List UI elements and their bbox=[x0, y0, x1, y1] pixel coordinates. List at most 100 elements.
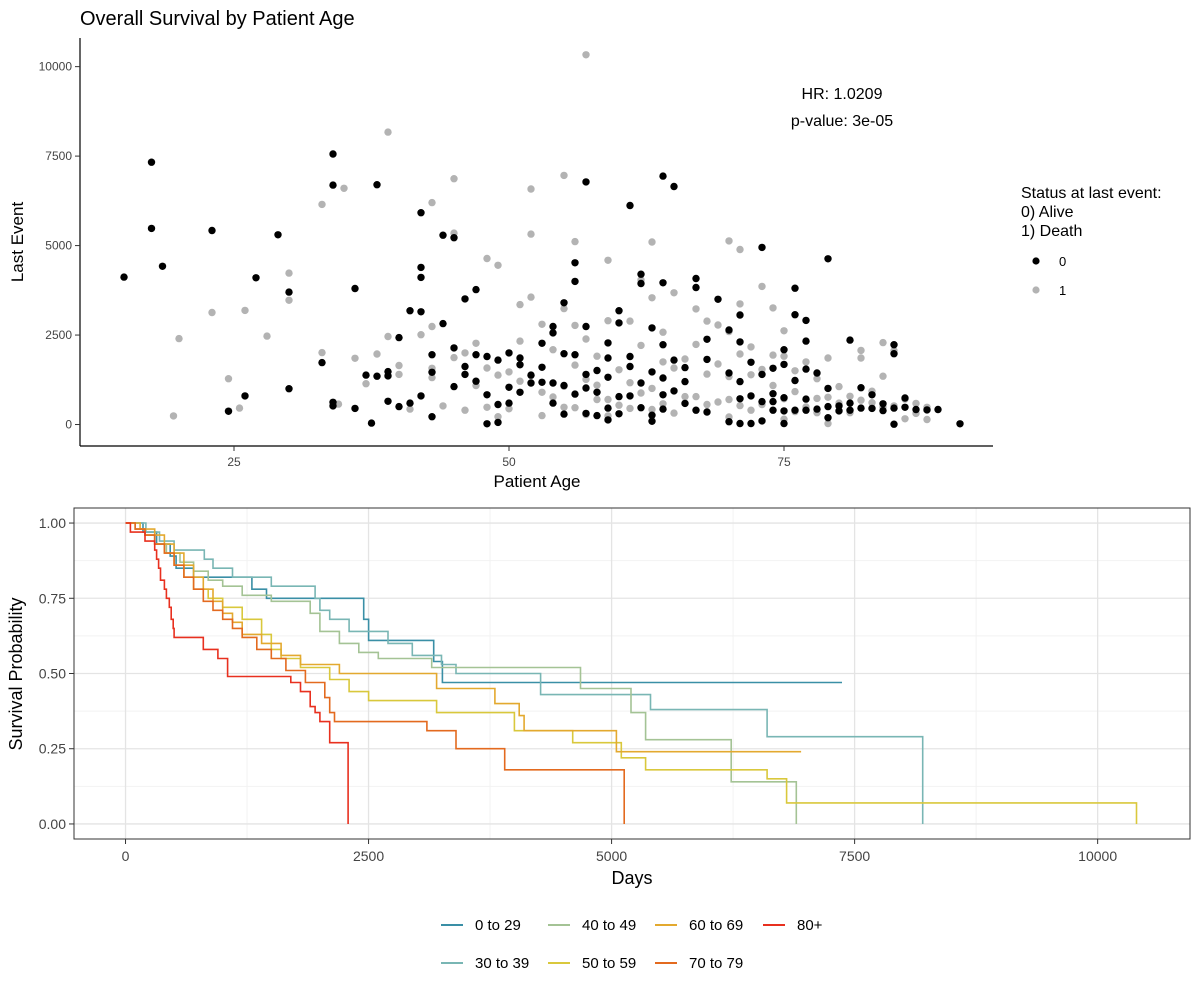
scatter-point-status-1 bbox=[263, 332, 271, 340]
scatter-point-status-0 bbox=[450, 344, 458, 352]
scatter-point-status-1 bbox=[769, 304, 777, 312]
scatter-point-status-0 bbox=[527, 371, 535, 379]
scatter-point-status-1 bbox=[857, 346, 865, 355]
scatter-point-status-0 bbox=[615, 307, 623, 315]
scatter-point-status-0 bbox=[417, 263, 425, 272]
scatter-point-status-1 bbox=[659, 328, 667, 336]
scatter-point-status-1 bbox=[483, 364, 491, 372]
scatter-point-status-0 bbox=[461, 370, 469, 379]
scatter-legend: Status at last event: 0) Alive 1) Death … bbox=[1021, 185, 1162, 298]
scatter-point-status-1 bbox=[384, 332, 392, 341]
scatter-point-status-0 bbox=[329, 150, 337, 158]
scatter-point-status-0 bbox=[846, 336, 854, 344]
scatter-point-status-0 bbox=[868, 391, 876, 399]
scatter-point-status-1 bbox=[175, 334, 183, 343]
scatter-point-status-1 bbox=[450, 175, 458, 183]
scatter-point-status-1 bbox=[758, 282, 766, 291]
scatter-point-status-0 bbox=[505, 349, 513, 357]
scatter-point-status-1 bbox=[824, 393, 832, 401]
scatter-point-status-1 bbox=[879, 338, 887, 347]
scatter-point-status-1 bbox=[648, 405, 656, 414]
scatter-point-status-1 bbox=[681, 392, 689, 401]
scatter-point-status-1 bbox=[483, 254, 491, 263]
scatter-point-status-0 bbox=[593, 411, 601, 420]
scatter-point-status-1 bbox=[593, 381, 601, 389]
scatter-point-status-1 bbox=[527, 293, 535, 301]
scatter-point-status-1 bbox=[604, 256, 612, 264]
scatter-point-status-0 bbox=[406, 399, 414, 407]
scatter-point-status-1 bbox=[527, 230, 535, 238]
scatter-point-status-0 bbox=[769, 397, 777, 406]
scatter-point-status-1 bbox=[538, 320, 546, 328]
scatter-panel: Overall Survival by Patient Age 25 50 75 0… bbox=[8, 8, 1162, 491]
scatter-point-status-0 bbox=[147, 224, 156, 233]
scatter-point-status-0 bbox=[758, 397, 766, 406]
scatter-point-status-1 bbox=[670, 409, 678, 417]
scatter-point-status-1 bbox=[626, 317, 634, 325]
scatter-point-status-1 bbox=[703, 370, 711, 378]
legend-key-0 bbox=[1032, 257, 1040, 265]
scatter-point-status-0 bbox=[373, 372, 381, 380]
scatter-point-status-0 bbox=[681, 377, 689, 386]
scatter-point-status-1 bbox=[846, 392, 854, 400]
km-legend-label: 60 to 69 bbox=[689, 917, 743, 934]
scatter-point-status-1 bbox=[450, 353, 458, 362]
scatter-point-status-0 bbox=[626, 352, 634, 361]
scatter-point-status-0 bbox=[791, 406, 799, 414]
scatter-point-status-1 bbox=[813, 394, 821, 403]
scatter-point-status-0 bbox=[483, 391, 491, 399]
scatter-point-status-1 bbox=[461, 349, 469, 357]
scatter-point-status-1 bbox=[351, 354, 359, 362]
scatter-point-status-1 bbox=[813, 375, 821, 383]
legend-title-line-3: 1) Death bbox=[1021, 223, 1082, 240]
scatter-point-status-0 bbox=[571, 351, 579, 359]
km-curve-30-to-39 bbox=[125, 522, 924, 824]
scatter-point-status-1 bbox=[637, 389, 645, 397]
scatter-point-status-1 bbox=[835, 382, 843, 391]
scatter-point-status-0 bbox=[670, 356, 678, 364]
scatter-point-status-0 bbox=[890, 404, 898, 412]
scatter-point-status-0 bbox=[626, 201, 634, 210]
scatter-point-status-1 bbox=[285, 269, 293, 277]
scatter-y-tick-label: 0 bbox=[65, 418, 72, 432]
scatter-point-status-0 bbox=[879, 406, 887, 415]
scatter-point-status-0 bbox=[417, 209, 425, 217]
scatter-point-status-0 bbox=[725, 369, 733, 377]
scatter-point-status-0 bbox=[329, 398, 337, 406]
scatter-point-status-1 bbox=[494, 413, 502, 421]
scatter-point-status-1 bbox=[659, 400, 667, 408]
scatter-point-status-1 bbox=[912, 399, 920, 408]
scatter-point-status-0 bbox=[637, 270, 645, 278]
scatter-point-status-1 bbox=[505, 368, 513, 376]
scatter-point-status-0 bbox=[604, 404, 612, 412]
scatter-point-status-1 bbox=[659, 358, 667, 366]
km-curve-60-to-69 bbox=[125, 522, 802, 753]
scatter-point-status-1 bbox=[340, 184, 348, 192]
scatter-point-status-1 bbox=[318, 200, 326, 209]
scatter-point-status-1 bbox=[516, 300, 524, 309]
scatter-point-status-0 bbox=[659, 279, 667, 287]
scatter-point-status-0 bbox=[384, 367, 392, 376]
scatter-point-status-0 bbox=[659, 172, 667, 180]
scatter-point-status-0 bbox=[725, 326, 733, 334]
scatter-point-status-1 bbox=[373, 350, 381, 358]
scatter-point-status-0 bbox=[780, 407, 788, 415]
scatter-point-status-0 bbox=[791, 311, 799, 319]
scatter-point-status-0 bbox=[417, 308, 425, 316]
scatter-point-status-0 bbox=[439, 319, 447, 328]
scatter-point-status-1 bbox=[747, 406, 755, 414]
scatter-point-status-0 bbox=[637, 279, 645, 288]
scatter-point-status-1 bbox=[505, 405, 513, 413]
scatter-point-status-0 bbox=[571, 277, 579, 286]
scatter-point-status-1 bbox=[857, 354, 865, 362]
scatter-point-status-1 bbox=[692, 305, 700, 313]
scatter-point-status-0 bbox=[604, 354, 612, 362]
scatter-point-status-0 bbox=[626, 362, 634, 371]
scatter-point-status-1 bbox=[637, 341, 645, 350]
scatter-point-status-1 bbox=[692, 340, 700, 349]
scatter-point-status-0 bbox=[637, 379, 645, 387]
km-y-ticks: 0.00 0.25 0.50 0.75 1.00 bbox=[39, 515, 74, 832]
scatter-point-status-1 bbox=[549, 393, 557, 401]
scatter-point-status-0 bbox=[274, 231, 282, 239]
scatter-point-status-0 bbox=[241, 392, 249, 400]
